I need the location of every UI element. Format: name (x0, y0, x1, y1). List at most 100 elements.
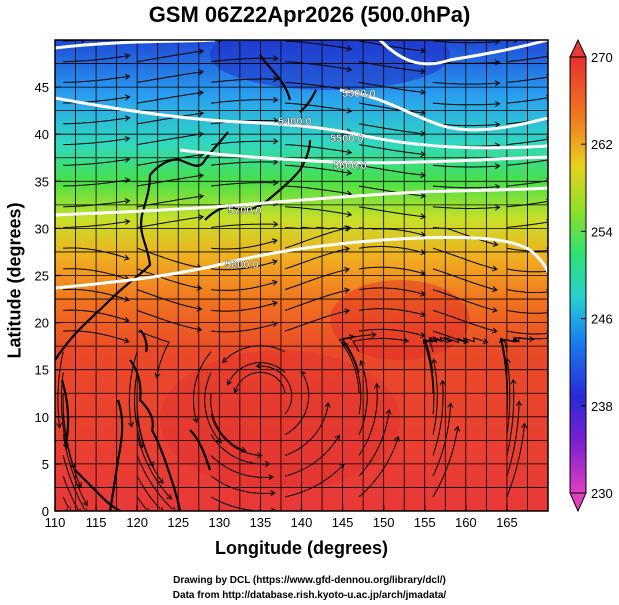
streamline (137, 50, 204, 63)
streamline-arrow (344, 287, 351, 294)
y-tick-label: 20 (35, 316, 49, 331)
streamline-arrow (123, 254, 130, 261)
x-tick-label: 125 (167, 515, 189, 530)
streamline (134, 372, 143, 448)
x-tick-label: 160 (455, 515, 477, 530)
streamline (137, 71, 204, 83)
chart-title: GSM 06Z22Apr2026 (500.0hPa) (148, 2, 471, 27)
streamline-arrow (447, 402, 454, 408)
lat-lon-grid (55, 40, 548, 511)
colorbar-tick-label: 254 (591, 224, 613, 239)
streamline (137, 174, 204, 187)
streamline-arrow (422, 338, 429, 345)
streamlines (56, 40, 548, 511)
streamline-arrow (138, 442, 144, 449)
streamline-arrow (81, 507, 87, 511)
streamline (285, 144, 352, 154)
streamline-arrow (124, 177, 131, 184)
streamline (423, 338, 435, 415)
streamline-arrow (256, 452, 263, 459)
streamline (211, 281, 278, 291)
streamline-arrow (124, 218, 131, 225)
streamline (211, 78, 278, 83)
x-axis-label: Longitude (degrees) (214, 538, 388, 558)
y-axis: 0 5 10 15 20 25 30 35 40 45 (35, 80, 61, 519)
streamline (285, 102, 352, 112)
streamline-arrow (198, 193, 205, 200)
colorbar-scale (569, 56, 587, 494)
colorbar-tick-label: 262 (591, 137, 613, 152)
contour-label: 5500.0 (330, 133, 364, 145)
streamline-arrow (346, 169, 353, 176)
streamline-arrow (272, 159, 279, 166)
streamline-arrow (346, 66, 353, 73)
streamline-arrow (272, 76, 279, 83)
streamline (358, 287, 426, 296)
streamline-arrow (270, 490, 276, 497)
streamline (284, 310, 350, 332)
contour-line (55, 96, 548, 150)
streamline-arrow (494, 121, 501, 128)
streamline-arrow (124, 73, 131, 80)
streamline (343, 342, 362, 415)
streamline (358, 409, 390, 477)
streamline-arrow (123, 337, 130, 344)
streamline (256, 365, 293, 415)
streamline (506, 379, 515, 456)
contour-label: 5600.0 (333, 160, 367, 172)
streamline-arrow (334, 434, 340, 441)
streamline (136, 413, 164, 484)
streamline (428, 336, 469, 352)
y-tick-label: 10 (35, 410, 49, 425)
streamline (358, 328, 426, 337)
streamline (285, 164, 352, 174)
streamline (211, 99, 278, 104)
cold-region (210, 40, 450, 90)
streamline (358, 164, 426, 176)
streamline (432, 330, 488, 343)
streamline (137, 112, 204, 125)
streamline (137, 216, 204, 228)
x-axis: 110 115 120 125 130 135 140 145 150 155 160 165 (45, 505, 518, 530)
streamline (358, 40, 426, 52)
y-axis-label: Latitude (degrees) (4, 202, 25, 359)
streamline (358, 144, 426, 156)
streamline-arrow (515, 400, 522, 407)
streamline (137, 268, 202, 289)
streamline-arrow (216, 437, 222, 443)
streamline-arrow (198, 89, 205, 96)
streamline-arrow (271, 238, 278, 245)
streamline-arrow (124, 198, 131, 205)
x-tick-label: 145 (332, 515, 354, 530)
streamline (204, 372, 222, 443)
streamline (137, 91, 204, 104)
streamline (137, 309, 202, 331)
streamline (136, 475, 161, 510)
streamline (503, 337, 548, 352)
streamline-arrow (148, 461, 154, 468)
x-tick-label: 120 (126, 515, 148, 530)
colorbar-tick-label: 238 (591, 399, 613, 414)
streamline-arrow (344, 246, 351, 253)
streamline-arrow (154, 372, 161, 379)
streamline-arrow (324, 401, 331, 408)
warm-region (330, 280, 470, 360)
streamline-arrow (147, 507, 150, 511)
colorbar-tick-label: 270 (591, 50, 613, 65)
streamline-arrow (123, 316, 130, 323)
streamline-arrow (521, 422, 528, 429)
streamline (358, 102, 426, 114)
streamline-arrow (271, 279, 278, 286)
streamline (432, 426, 459, 498)
y-tick-label: 30 (35, 221, 49, 236)
streamline (358, 436, 399, 498)
streamline-arrow (198, 172, 205, 179)
streamline (358, 206, 426, 218)
streamline-arrow (62, 443, 69, 450)
streamline-arrow (158, 507, 164, 511)
streamline-arrow (439, 379, 446, 386)
streamline-arrow (81, 40, 87, 44)
y-tick-label: 5 (42, 457, 49, 472)
streamline-arrow (198, 69, 205, 76)
